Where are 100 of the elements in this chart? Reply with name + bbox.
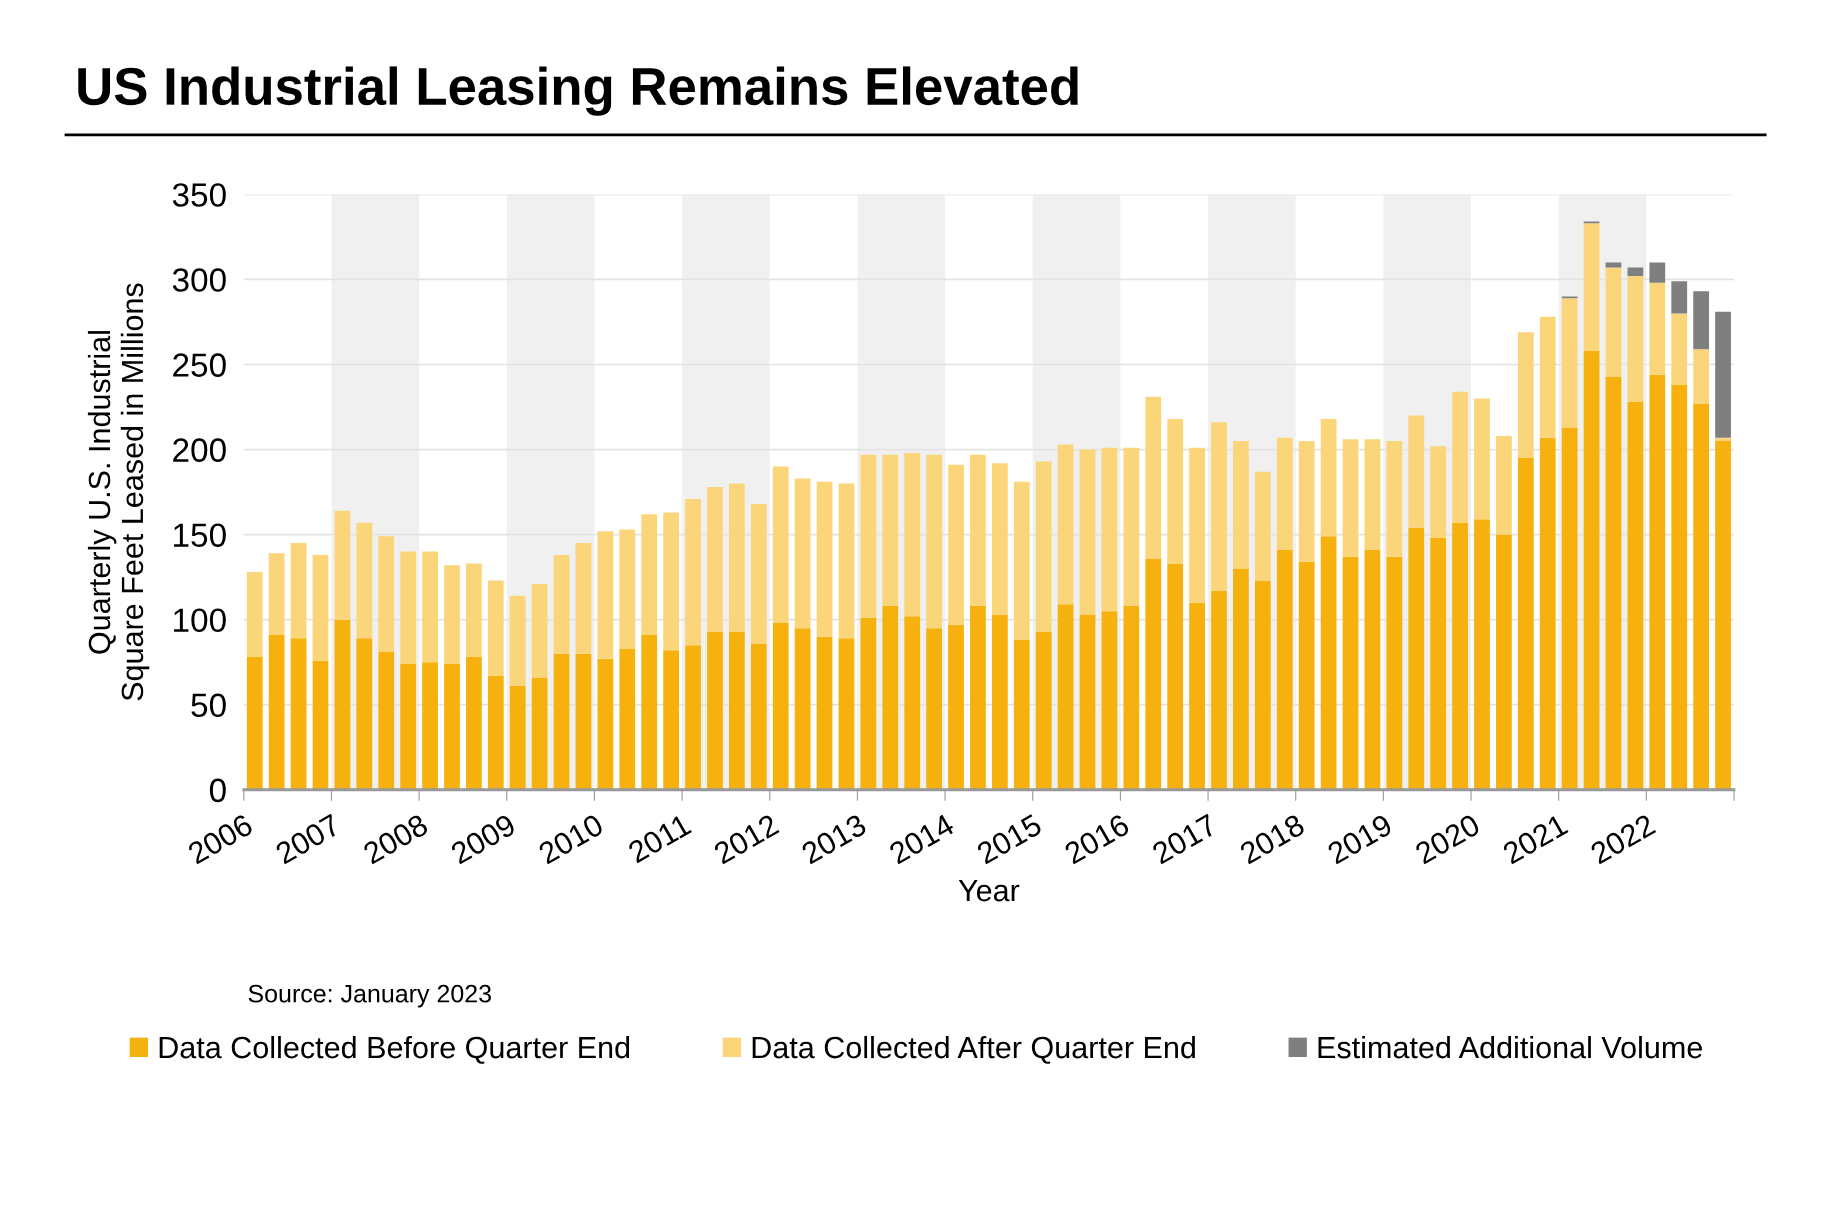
bar <box>663 650 680 790</box>
bar <box>1101 447 1118 612</box>
x-tick-label: 2010 <box>537 813 605 865</box>
bar <box>882 454 899 607</box>
bar <box>1517 458 1534 790</box>
bar <box>1649 374 1666 790</box>
bar <box>1123 606 1140 790</box>
bar <box>1342 439 1359 557</box>
bar <box>1715 441 1731 790</box>
bar <box>487 580 504 676</box>
y-tick-label: 250 <box>173 353 226 377</box>
bar <box>1035 631 1052 790</box>
x-tick-label: 2009 <box>449 813 517 865</box>
bar <box>400 663 417 790</box>
bar <box>1057 444 1074 605</box>
x-tick-label: 2020 <box>1413 813 1482 865</box>
bar <box>466 563 482 658</box>
bar <box>948 624 964 790</box>
bar <box>312 555 329 661</box>
bar <box>1386 556 1403 790</box>
bar <box>334 619 351 790</box>
bar <box>1364 549 1381 790</box>
bar <box>1649 262 1666 283</box>
bar <box>1452 391 1468 523</box>
bar <box>926 454 943 629</box>
bar <box>1671 281 1688 314</box>
bar <box>970 454 986 607</box>
bar <box>356 638 373 790</box>
bar <box>1430 446 1447 538</box>
x-axis-title: Year <box>958 880 1020 902</box>
bar <box>1605 262 1622 268</box>
bar <box>1539 437 1556 790</box>
bar <box>290 543 307 639</box>
bar <box>1561 427 1578 790</box>
bar <box>378 651 395 790</box>
y-tick-label: 300 <box>172 268 226 292</box>
x-tick-label: 2019 <box>1326 813 1394 865</box>
bar <box>422 551 438 663</box>
bar <box>1320 536 1337 790</box>
bar <box>1430 538 1447 790</box>
x-tick-label: 2022 <box>1589 813 1657 865</box>
bar <box>1211 590 1227 790</box>
bar <box>707 486 723 632</box>
bar <box>531 583 548 678</box>
bar <box>487 675 504 790</box>
bar <box>1627 276 1644 402</box>
bar <box>772 466 789 624</box>
bar <box>1474 519 1490 790</box>
bar <box>1189 602 1205 790</box>
bar <box>1649 282 1666 375</box>
bar <box>1298 441 1315 562</box>
bar <box>575 543 592 654</box>
bar <box>1627 267 1644 277</box>
bar <box>1342 556 1359 790</box>
bar <box>772 623 789 790</box>
x-tick-label: 2012 <box>712 813 780 865</box>
bar <box>531 677 548 790</box>
bar <box>991 463 1008 615</box>
bar <box>597 531 614 659</box>
y-tick-label: 100 <box>174 608 226 633</box>
bar <box>268 634 285 790</box>
x-tick-label: 2013 <box>800 813 868 865</box>
bar <box>1233 568 1249 790</box>
bar <box>1013 640 1030 790</box>
bar <box>1496 435 1512 535</box>
x-tick-label: 2011 <box>626 813 693 864</box>
bar <box>378 536 395 652</box>
bar <box>246 572 263 658</box>
bar <box>991 614 1008 790</box>
bar <box>268 553 285 635</box>
y-axis-title: Quarterly U.S. Industrial Square Feet Leased in Millions <box>87 283 150 701</box>
bar <box>685 645 701 790</box>
x-tick-label: 2016 <box>1063 813 1131 865</box>
bar <box>816 481 833 637</box>
bar <box>1233 441 1249 569</box>
bar <box>904 452 921 617</box>
bar <box>970 606 986 790</box>
bar <box>750 503 767 644</box>
x-tick-label: 2017 <box>1150 813 1218 865</box>
bar <box>444 663 460 790</box>
bar <box>553 653 570 790</box>
bar <box>356 522 373 639</box>
bar <box>312 660 329 790</box>
x-tick-label: 2018 <box>1238 813 1306 865</box>
x-tick-label: 2006 <box>186 813 254 865</box>
bar <box>728 631 745 790</box>
bar <box>1298 561 1315 790</box>
bar <box>1496 534 1512 790</box>
bar <box>1276 437 1293 550</box>
x-tick-label: 2014 <box>887 813 956 865</box>
bar <box>948 464 964 625</box>
x-tick-label: 2021 <box>1501 813 1569 865</box>
y-tick-label: 0 <box>209 778 226 803</box>
bar <box>1189 447 1205 603</box>
bar <box>466 657 482 790</box>
bar <box>641 634 658 790</box>
bar <box>1408 415 1425 528</box>
bar <box>1167 563 1184 790</box>
bar <box>334 510 351 620</box>
bar <box>1539 316 1556 438</box>
